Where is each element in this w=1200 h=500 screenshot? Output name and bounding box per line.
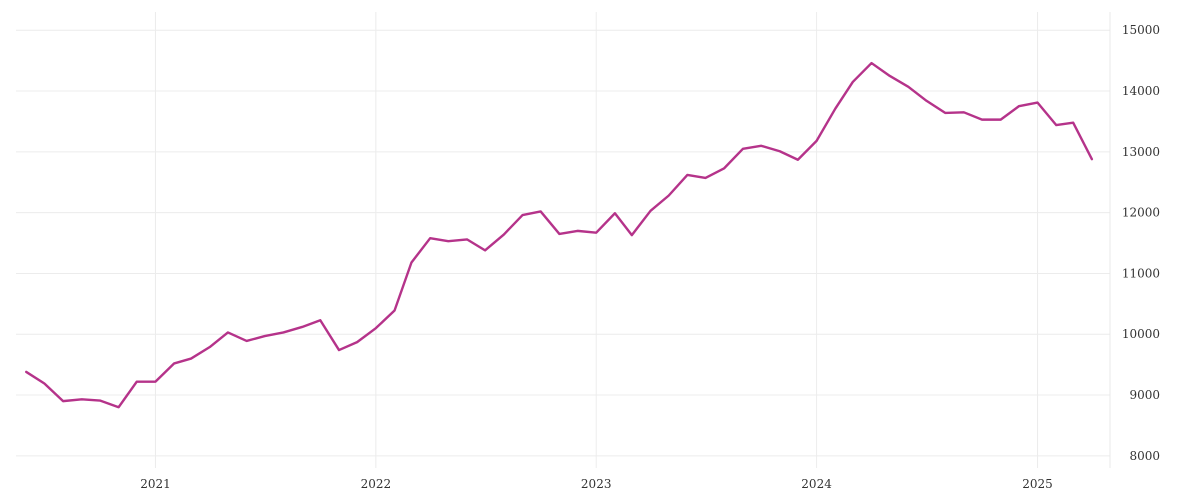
- tick-labels: 8000 9000 10000 11000 12000 13000 14000 15000 20…: [140, 23, 1160, 491]
- y-tick-label: 9000: [1129, 388, 1160, 402]
- series-line: [25, 61, 1094, 409]
- x-tick-label: 2022: [361, 477, 392, 491]
- grid: [16, 12, 1111, 468]
- series: [25, 61, 1094, 409]
- y-tick-label: 13000: [1122, 145, 1160, 159]
- x-tick-label: 2024: [801, 477, 832, 491]
- x-tick-label: 2023: [581, 477, 612, 491]
- x-tick-label: 2021: [140, 477, 171, 491]
- x-tick-label: 2025: [1022, 477, 1053, 491]
- y-tick-label: 8000: [1129, 449, 1160, 463]
- y-tick-label: 14000: [1122, 84, 1160, 98]
- y-tick-label: 10000: [1122, 327, 1160, 341]
- y-tick-label: 12000: [1122, 206, 1160, 220]
- y-tick-label: 15000: [1122, 23, 1160, 37]
- y-tick-label: 11000: [1122, 266, 1160, 280]
